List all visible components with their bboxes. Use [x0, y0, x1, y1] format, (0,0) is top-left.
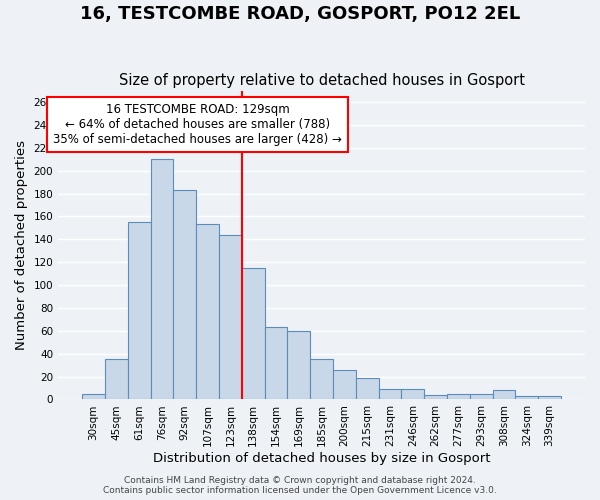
Bar	[310, 360, 333, 400]
Bar	[128, 222, 151, 400]
Bar	[219, 234, 242, 400]
Y-axis label: Number of detached properties: Number of detached properties	[15, 140, 28, 350]
Bar	[379, 389, 401, 400]
Bar	[515, 396, 538, 400]
Bar	[82, 394, 105, 400]
Bar	[356, 378, 379, 400]
X-axis label: Distribution of detached houses by size in Gosport: Distribution of detached houses by size …	[153, 452, 490, 465]
Bar	[173, 190, 196, 400]
Bar	[470, 394, 493, 400]
Text: 16 TESTCOMBE ROAD: 129sqm
← 64% of detached houses are smaller (788)
35% of semi: 16 TESTCOMBE ROAD: 129sqm ← 64% of detac…	[53, 103, 342, 146]
Bar	[242, 268, 265, 400]
Text: Contains HM Land Registry data © Crown copyright and database right 2024.
Contai: Contains HM Land Registry data © Crown c…	[103, 476, 497, 495]
Bar	[265, 328, 287, 400]
Bar	[538, 396, 561, 400]
Text: 16, TESTCOMBE ROAD, GOSPORT, PO12 2EL: 16, TESTCOMBE ROAD, GOSPORT, PO12 2EL	[80, 5, 520, 23]
Bar	[333, 370, 356, 400]
Bar	[287, 331, 310, 400]
Bar	[401, 389, 424, 400]
Bar	[196, 224, 219, 400]
Bar	[151, 159, 173, 400]
Bar	[424, 395, 447, 400]
Title: Size of property relative to detached houses in Gosport: Size of property relative to detached ho…	[119, 73, 524, 88]
Bar	[493, 390, 515, 400]
Bar	[105, 360, 128, 400]
Bar	[447, 394, 470, 400]
